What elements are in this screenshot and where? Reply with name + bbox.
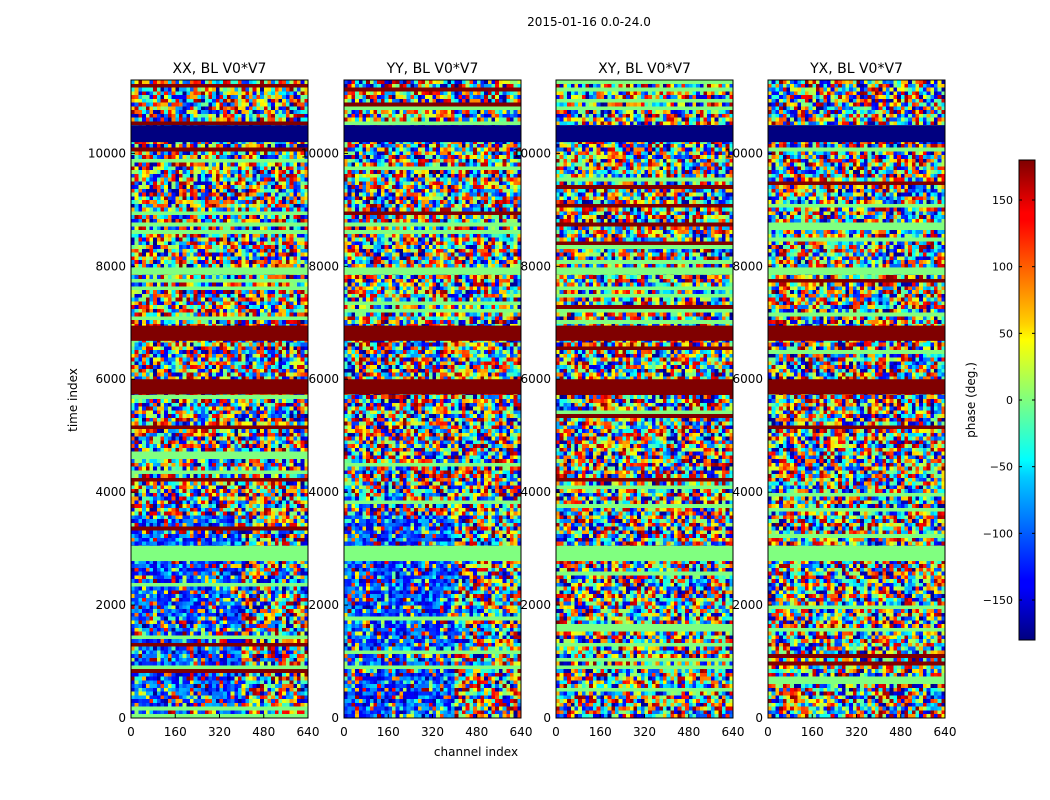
y-tick-label: 6000: [520, 372, 551, 386]
phase-band: [768, 545, 945, 562]
phase-band: [556, 325, 733, 341]
phase-band: [344, 325, 521, 341]
x-tick-label: 320: [208, 725, 231, 739]
x-tick-label: 0: [764, 725, 772, 739]
phase-band: [131, 325, 308, 341]
heatmap-image: [131, 80, 308, 718]
colorbar-tick-label: 150: [992, 194, 1013, 207]
phase-band: [768, 125, 945, 143]
phase-band: [556, 545, 733, 562]
y-tick-label: 6000: [732, 372, 763, 386]
colorbar-tick-label: 50: [999, 327, 1013, 340]
y-tick-label: 10000: [88, 146, 126, 160]
x-tick-label: 0: [127, 725, 135, 739]
panel-title: XY, BL V0*V7: [598, 61, 691, 77]
x-tick-label: 320: [633, 725, 656, 739]
x-tick-label: 480: [465, 725, 488, 739]
phase-band: [131, 267, 308, 275]
x-tick-label: 0: [340, 725, 348, 739]
y-tick-label: 4000: [308, 485, 339, 499]
colorbar-tick-label: −100: [983, 527, 1013, 540]
phase-band: [344, 267, 521, 275]
y-tick-label: 4000: [520, 485, 551, 499]
colorbar-label: phase (deg.): [964, 362, 978, 438]
x-tick-label: 640: [722, 725, 745, 739]
x-tick-label: 160: [801, 725, 824, 739]
phase-band: [344, 545, 521, 562]
y-tick-label: 8000: [520, 259, 551, 273]
y-tick-label: 0: [331, 711, 339, 725]
panels: XX, BL V0*V7 0 160 320 480 640 0 2000 4000 6000 80…: [88, 61, 957, 739]
panel-title: XX, BL V0*V7: [173, 61, 267, 77]
phase-band: [556, 267, 733, 275]
x-tick-label: 480: [889, 725, 912, 739]
heatmap-image: [344, 80, 521, 718]
y-tick-label: 8000: [95, 259, 126, 273]
figure-suptitle: 2015-01-16 0.0-24.0: [527, 15, 651, 29]
y-tick-label: 0: [118, 711, 126, 725]
x-tick-label: 640: [510, 725, 533, 739]
x-tick-label: 320: [845, 725, 868, 739]
y-tick-label: 10000: [301, 146, 339, 160]
y-tick-label: 4000: [95, 485, 126, 499]
panel-0: XX, BL V0*V7 0 160 320 480 640 0 2000 4000 6000 80…: [88, 61, 320, 739]
x-tick-label: 320: [421, 725, 444, 739]
y-tick-label: 10000: [725, 146, 763, 160]
y-tick-label: 2000: [95, 598, 126, 612]
x-tick-label: 0: [552, 725, 560, 739]
y-tick-label: 2000: [308, 598, 339, 612]
x-tick-label: 480: [677, 725, 700, 739]
y-tick-label: 0: [755, 711, 763, 725]
x-tick-label: 640: [934, 725, 957, 739]
colorbar-tick-label: 0: [1006, 394, 1013, 407]
phase-band: [556, 379, 733, 395]
phase-band: [344, 379, 521, 395]
y-tick-label: 8000: [308, 259, 339, 273]
colorbar-tick-label: −50: [990, 461, 1013, 474]
colorbar-tick-label: −150: [983, 594, 1013, 607]
phase-band: [344, 125, 521, 143]
heatmap-image: [556, 80, 733, 718]
phase-band: [131, 545, 308, 562]
phase-band: [131, 379, 308, 395]
y-tick-label: 6000: [95, 372, 126, 386]
x-axis-label: channel index: [434, 745, 518, 759]
phase-band: [768, 325, 945, 341]
y-tick-label: 2000: [732, 598, 763, 612]
heatmap-image: [768, 80, 945, 718]
colorbar-ticks: −150 −100 −50 0 50 100 150: [983, 194, 1035, 607]
panel-3: YX, BL V0*V7 0 160 320 480 640 0 2000 4000 6000 80…: [725, 61, 957, 739]
x-tick-label: 160: [589, 725, 612, 739]
panel-title: YX, BL V0*V7: [809, 61, 903, 77]
y-axis-label: time index: [66, 368, 80, 432]
x-tick-label: 640: [297, 725, 320, 739]
x-tick-label: 160: [377, 725, 400, 739]
panel-title: YY, BL V0*V7: [386, 61, 479, 77]
y-tick-label: 0: [543, 711, 551, 725]
colorbar: −150 −100 −50 0 50 100 150 phase (deg.): [964, 159, 1036, 641]
y-tick-label: 2000: [520, 598, 551, 612]
colorbar-tick-label: 100: [992, 261, 1013, 274]
y-tick-label: 4000: [732, 485, 763, 499]
panel-2: XY, BL V0*V7 0 160 320 480 640 0 2000 4000 6000 80…: [513, 61, 745, 739]
y-tick-label: 10000: [513, 146, 551, 160]
y-tick-label: 6000: [308, 372, 339, 386]
phase-band: [131, 125, 308, 143]
phase-band: [768, 379, 945, 395]
phase-band: [768, 267, 945, 275]
x-tick-label: 160: [164, 725, 187, 739]
x-tick-label: 480: [252, 725, 275, 739]
phase-band: [556, 125, 733, 143]
panel-1: YY, BL V0*V7 0 160 320 480 640 0 2000 4000 6000 80…: [301, 61, 533, 739]
y-tick-label: 8000: [732, 259, 763, 273]
